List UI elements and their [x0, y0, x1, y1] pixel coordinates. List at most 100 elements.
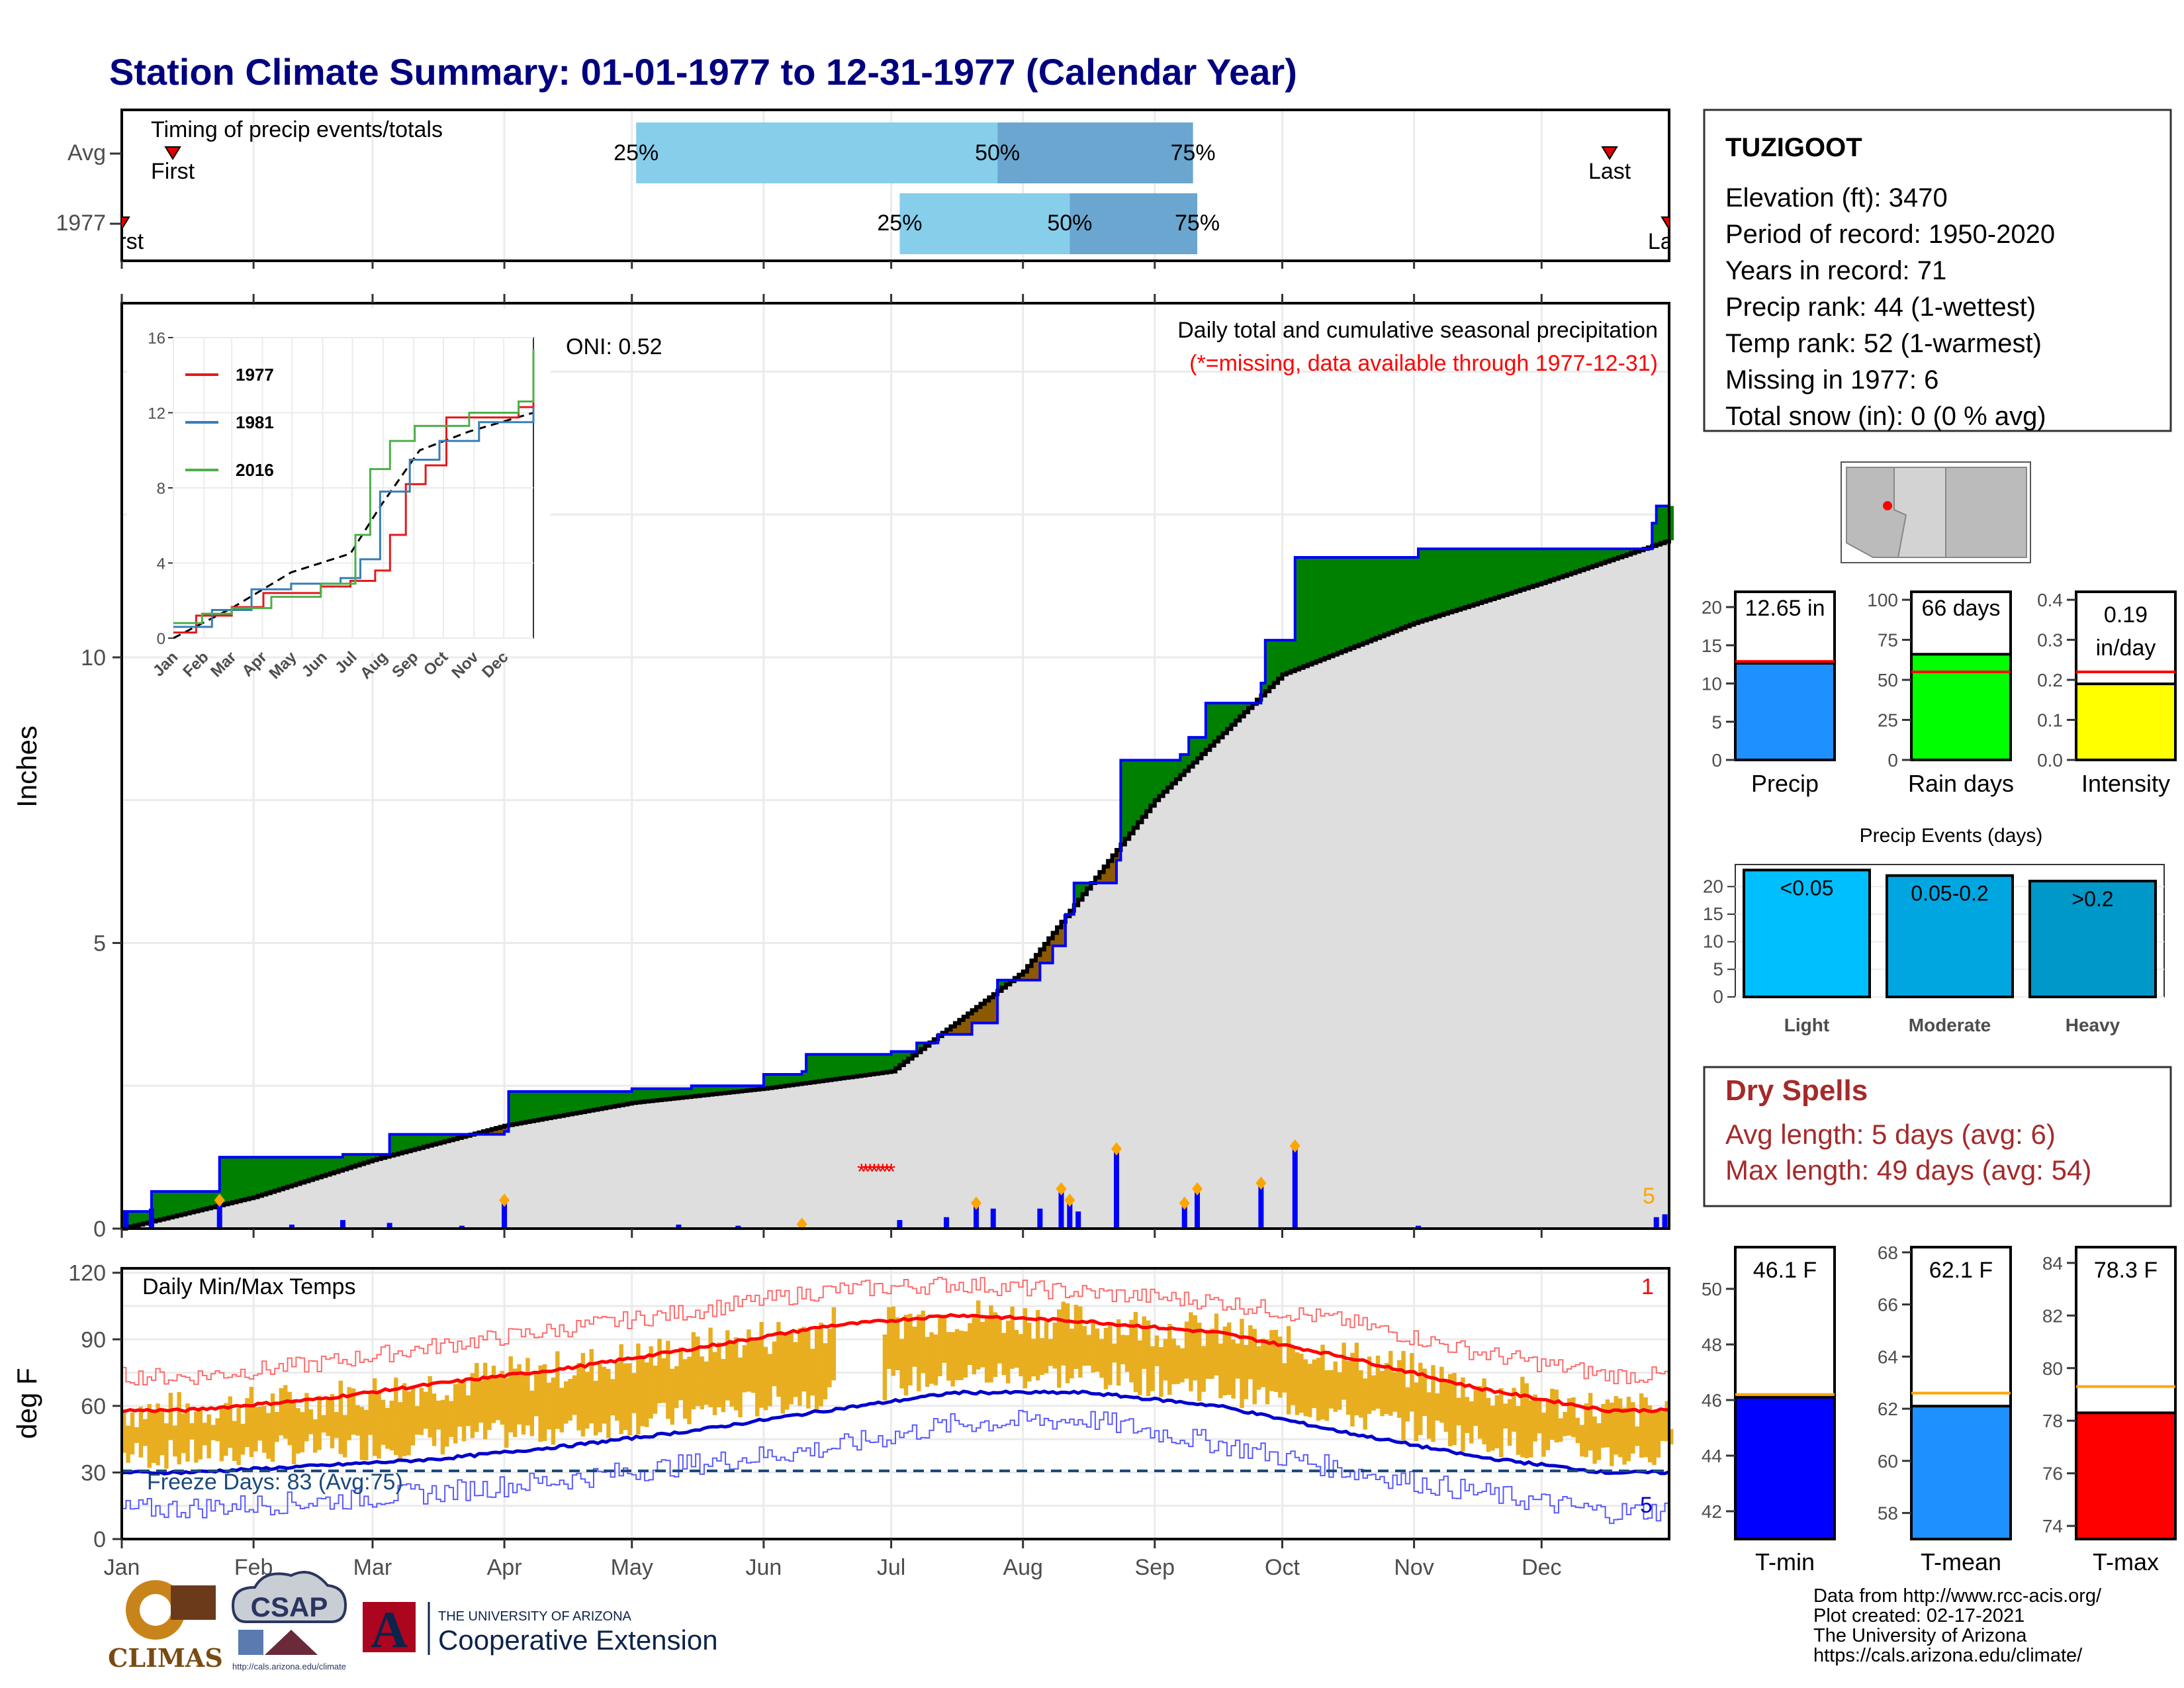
timing-p25_label: 25%: [877, 211, 922, 236]
summary-bar-label: Rain days: [1908, 770, 2014, 797]
temp-count-top: 1: [1641, 1274, 1654, 1299]
daily-precip-bar: [897, 1220, 903, 1229]
timing-panel: Timing of precip events/totals Avg 1977 …: [56, 109, 1670, 269]
temp-summary-label: T-max: [2093, 1548, 2159, 1575]
temp-summary-bar: [1734, 1395, 1836, 1541]
daily-precip-bar: [340, 1220, 345, 1229]
inset-month-label: Dec: [478, 648, 512, 681]
temp-summary-value: 62.1 F: [1929, 1258, 1993, 1283]
svg-text:*: *: [870, 1160, 878, 1185]
daily-precip-bar: [1058, 1191, 1064, 1229]
svg-text:*: *: [866, 1160, 874, 1185]
summary-bar-label: Intensity: [2081, 770, 2170, 797]
events-ytick: 5: [1713, 959, 1723, 979]
oni-label: ONI: 0.52: [566, 334, 662, 359]
svg-text:*: *: [857, 1160, 866, 1185]
station-info-line: Temp rank: 52 (1-warmest): [1725, 329, 2042, 358]
avg-timing-50-75: [997, 122, 1193, 183]
daily-precip-bar: [990, 1208, 996, 1229]
summary-bars: 0 5 10 15 20 12.65 in Precip 0 25 50 75 100 66 days R…: [1702, 590, 2177, 797]
ua-name-top: THE UNIVERSITY OF ARIZONA: [438, 1609, 632, 1624]
temp-summary-ytick: 64: [1878, 1346, 1898, 1367]
timing-p50_label: 50%: [1047, 211, 1092, 236]
precip-count-label: 5: [1643, 1184, 1655, 1209]
daily-precip-bar: [1195, 1191, 1201, 1229]
daily-precip-bar: [1037, 1208, 1043, 1229]
summary-ytick: 5: [1711, 712, 1722, 732]
csap-logo-text: CSAP: [251, 1591, 328, 1622]
inset-month-label: Jan: [150, 648, 181, 680]
temp-summary-bar: [2075, 1411, 2177, 1541]
temp-summary-ytick: 44: [1702, 1446, 1722, 1466]
csap-logo: CSAP http://cals.arizona.edu/climate: [231, 1571, 347, 1671]
inset-ytick: 4: [157, 555, 165, 573]
daily-max-marker: [971, 1196, 982, 1210]
temp-ytick: 30: [81, 1460, 106, 1485]
inset-month-label: Feb: [179, 648, 212, 680]
temp-month-label: Jul: [877, 1555, 905, 1580]
daily-precip-bar: [1416, 1225, 1422, 1229]
daily-max-marker: [499, 1194, 510, 1207]
inset-ytick: 8: [157, 480, 165, 498]
temp-ytick: 120: [68, 1261, 106, 1286]
daily-precip-bar: [944, 1217, 950, 1229]
temp-summary-ytick: 78: [2042, 1411, 2063, 1431]
temp-summary-ytick: 82: [2042, 1305, 2063, 1326]
avg-first-marker: [164, 146, 181, 160]
temp-summary-label: T-mean: [1921, 1548, 2001, 1575]
temp-month-label: Oct: [1265, 1555, 1300, 1580]
station-info-line: Years in record: 71: [1725, 256, 1946, 285]
inset-legend-label: 1981: [236, 412, 274, 432]
precip-event-bar: [1743, 868, 1871, 999]
dry-spells-avg: Avg length: 5 days (avg: 6): [1725, 1119, 2056, 1150]
temp-month-label: Mar: [353, 1555, 392, 1580]
year-timing-50-75: [1069, 193, 1198, 254]
temp-summary-ytick: 42: [1702, 1501, 1722, 1522]
daily-max-marker: [1289, 1139, 1300, 1153]
daily-max-marker: [1056, 1182, 1067, 1196]
timing-p50_label: 50%: [975, 140, 1020, 165]
summary-ytick: 0: [1888, 750, 1898, 771]
inset-month-label: Apr: [238, 648, 270, 680]
daily-precip-bar: [387, 1223, 392, 1229]
precip-event-bar: [2028, 880, 2157, 998]
missing-marks: ********: [857, 1160, 895, 1185]
summary-ytick: 0.1: [2037, 710, 2063, 731]
temp-summary-bar: [1910, 1405, 2012, 1540]
summary-value-label: 0.19: [2104, 602, 2148, 628]
daily-max-marker: [214, 1194, 225, 1207]
cumulative-1977-line: [122, 504, 1669, 1213]
station-info-line: Missing in 1977: 6: [1725, 365, 1938, 395]
daily-precip-bar: [1292, 1149, 1298, 1229]
inset-legend-label: 1977: [236, 365, 274, 385]
precip-event-category: Light: [1784, 1015, 1829, 1035]
climas-logo: CLIMAS: [108, 1580, 223, 1673]
temp-label: Daily Min/Max Temps: [142, 1274, 355, 1299]
summary-ytick: 0.4: [2037, 590, 2063, 610]
inset-ytick: 16: [148, 330, 165, 348]
temp-ytick: 60: [81, 1394, 106, 1419]
summary-ytick: 0.3: [2037, 630, 2063, 651]
temp-ytick: 0: [93, 1527, 106, 1552]
daily-precip-bar: [735, 1225, 741, 1229]
summary-value-label: 12.65 in: [1745, 596, 1825, 621]
temp-summary-ytick: 62: [1878, 1399, 1898, 1419]
credit-line: https://cals.arizona.edu/climate/: [1813, 1645, 2083, 1666]
location-map: [1841, 461, 2031, 563]
temp-summary-ytick: 84: [2042, 1253, 2063, 1274]
station-location-marker: [1883, 501, 1892, 510]
daily-precip-bar: [123, 1211, 129, 1229]
summary-bar: [1910, 653, 2012, 761]
inset-month-label: Oct: [420, 648, 451, 679]
year-first-label: First: [100, 229, 144, 254]
normal-tmax-line: [121, 1313, 1670, 1414]
ua-name: Cooperative Extension: [438, 1624, 718, 1656]
inset-legend-label: 2016: [236, 460, 274, 480]
summary-ytick: 25: [1878, 710, 1898, 731]
summary-value-label: in/day: [2096, 635, 2156, 661]
temp-summary-ytick: 58: [1878, 1503, 1898, 1524]
daily-precip-bar: [1653, 1217, 1659, 1229]
wet-surplus-area: [122, 506, 1674, 1229]
timing-label: Timing of precip events/totals: [151, 117, 443, 142]
